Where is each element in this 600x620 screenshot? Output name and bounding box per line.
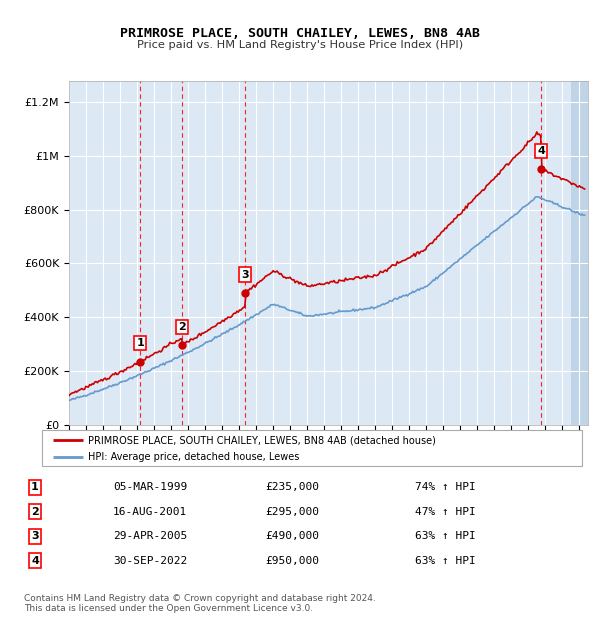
- FancyBboxPatch shape: [42, 430, 582, 466]
- Text: 74% ↑ HPI: 74% ↑ HPI: [415, 482, 476, 492]
- Text: 3: 3: [241, 270, 248, 280]
- Bar: [571, 81, 588, 425]
- Text: 2: 2: [31, 507, 39, 516]
- Text: Price paid vs. HM Land Registry's House Price Index (HPI): Price paid vs. HM Land Registry's House …: [137, 40, 463, 50]
- Text: 1: 1: [31, 482, 39, 492]
- Text: 63% ↑ HPI: 63% ↑ HPI: [415, 556, 476, 565]
- Text: 1: 1: [136, 338, 144, 348]
- Text: 3: 3: [31, 531, 39, 541]
- Text: PRIMROSE PLACE, SOUTH CHAILEY, LEWES, BN8 4AB: PRIMROSE PLACE, SOUTH CHAILEY, LEWES, BN…: [120, 27, 480, 40]
- Text: £295,000: £295,000: [265, 507, 319, 516]
- Text: 47% ↑ HPI: 47% ↑ HPI: [415, 507, 476, 516]
- Text: 63% ↑ HPI: 63% ↑ HPI: [415, 531, 476, 541]
- Text: 16-AUG-2001: 16-AUG-2001: [113, 507, 187, 516]
- Text: £490,000: £490,000: [265, 531, 319, 541]
- Text: 30-SEP-2022: 30-SEP-2022: [113, 556, 187, 565]
- Text: 4: 4: [537, 146, 545, 156]
- Text: 05-MAR-1999: 05-MAR-1999: [113, 482, 187, 492]
- Text: Contains HM Land Registry data © Crown copyright and database right 2024.
This d: Contains HM Land Registry data © Crown c…: [24, 594, 376, 613]
- Text: 2: 2: [178, 322, 185, 332]
- Text: 4: 4: [31, 556, 39, 565]
- Text: HPI: Average price, detached house, Lewes: HPI: Average price, detached house, Lewe…: [88, 452, 299, 463]
- Text: 29-APR-2005: 29-APR-2005: [113, 531, 187, 541]
- Text: £235,000: £235,000: [265, 482, 319, 492]
- Text: PRIMROSE PLACE, SOUTH CHAILEY, LEWES, BN8 4AB (detached house): PRIMROSE PLACE, SOUTH CHAILEY, LEWES, BN…: [88, 435, 436, 445]
- Text: £950,000: £950,000: [265, 556, 319, 565]
